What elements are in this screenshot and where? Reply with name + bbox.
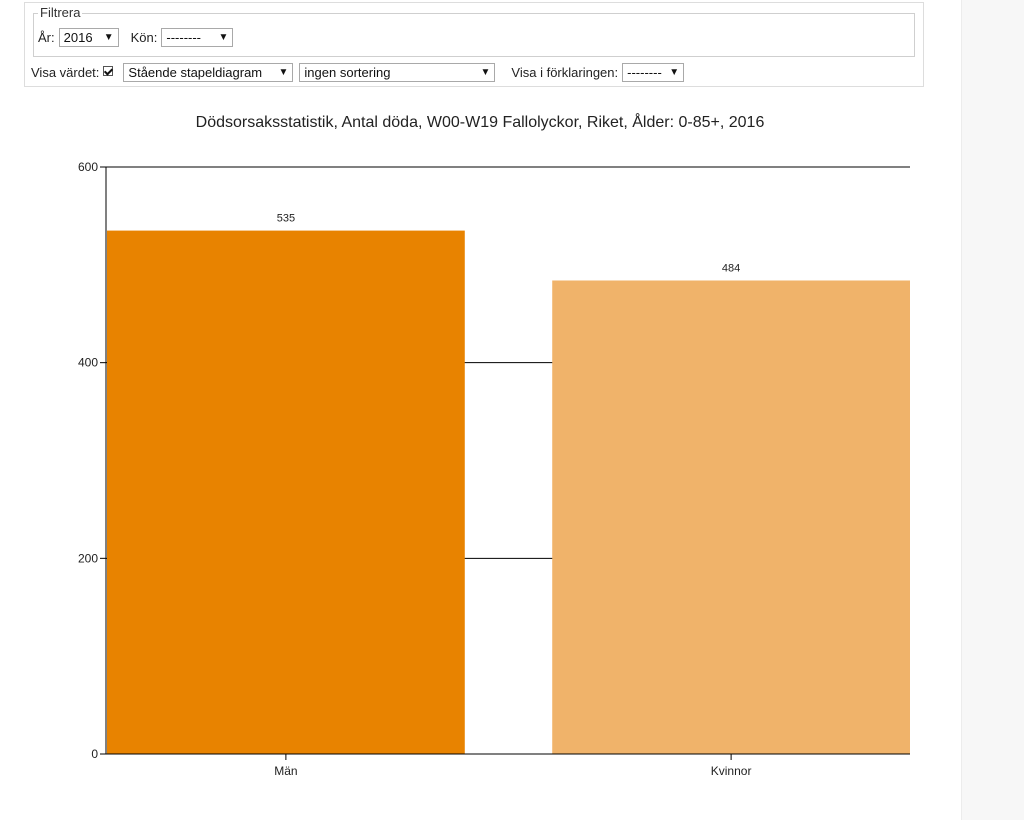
chevron-down-icon: ▼ bbox=[480, 67, 491, 78]
bar-value-label: 484 bbox=[722, 262, 740, 274]
bar bbox=[107, 230, 465, 754]
sort-select-value: ingen sortering bbox=[304, 65, 391, 80]
chevron-down-icon: ▼ bbox=[218, 32, 229, 43]
y-tick-label: 200 bbox=[78, 551, 98, 565]
year-select[interactable]: 2016 ▼ bbox=[58, 28, 119, 47]
sort-select[interactable]: ingen sortering ▼ bbox=[299, 63, 496, 82]
y-tick-label: 0 bbox=[91, 747, 98, 761]
sex-select-value: -------- bbox=[166, 30, 202, 45]
year-label: År: bbox=[38, 30, 55, 45]
x-tick-label: Män bbox=[274, 764, 297, 778]
chevron-down-icon: ▼ bbox=[278, 67, 289, 78]
show-value-checkbox[interactable] bbox=[103, 65, 114, 76]
y-tick-label: 600 bbox=[78, 160, 98, 174]
chevron-down-icon: ▼ bbox=[669, 67, 680, 78]
page-right-gutter bbox=[961, 0, 1024, 820]
chart-type-select[interactable]: Stående stapeldiagram ▼ bbox=[123, 63, 294, 82]
y-tick-label: 400 bbox=[78, 356, 98, 370]
year-select-value: 2016 bbox=[63, 30, 93, 45]
display-options-row: Visa värdet: Stående stapeldiagram ▼ ing… bbox=[31, 63, 685, 82]
filter-row: År: 2016 ▼ Kön: -------- ▼ bbox=[38, 28, 234, 47]
filter-fieldset: Filtrera År: 2016 ▼ Kön: -------- ▼ bbox=[33, 5, 915, 57]
chart-title: Dödsorsaksstatistik, Antal döda, W00-W19… bbox=[195, 114, 765, 131]
bar bbox=[552, 280, 910, 754]
chevron-down-icon: ▼ bbox=[103, 32, 114, 43]
legend-select-value: -------- bbox=[627, 65, 662, 80]
filter-legend: Filtrera bbox=[38, 5, 83, 20]
bar-chart: 535 Män 484 Kvinnor 0 200 400 600 bbox=[78, 160, 910, 778]
legend-select[interactable]: -------- ▼ bbox=[622, 63, 685, 82]
sex-label: Kön: bbox=[130, 30, 158, 45]
x-tick-label: Kvinnor bbox=[711, 764, 752, 778]
chart-type-select-value: Stående stapeldiagram bbox=[128, 65, 263, 80]
sex-select[interactable]: -------- ▼ bbox=[161, 28, 234, 47]
chart-controls-panel: Filtrera År: 2016 ▼ Kön: -------- ▼ Visa… bbox=[24, 2, 924, 87]
bar-value-label: 535 bbox=[277, 213, 295, 225]
legend-label: Visa i förklaringen: bbox=[511, 65, 619, 80]
show-value-label: Visa värdet: bbox=[31, 65, 100, 80]
